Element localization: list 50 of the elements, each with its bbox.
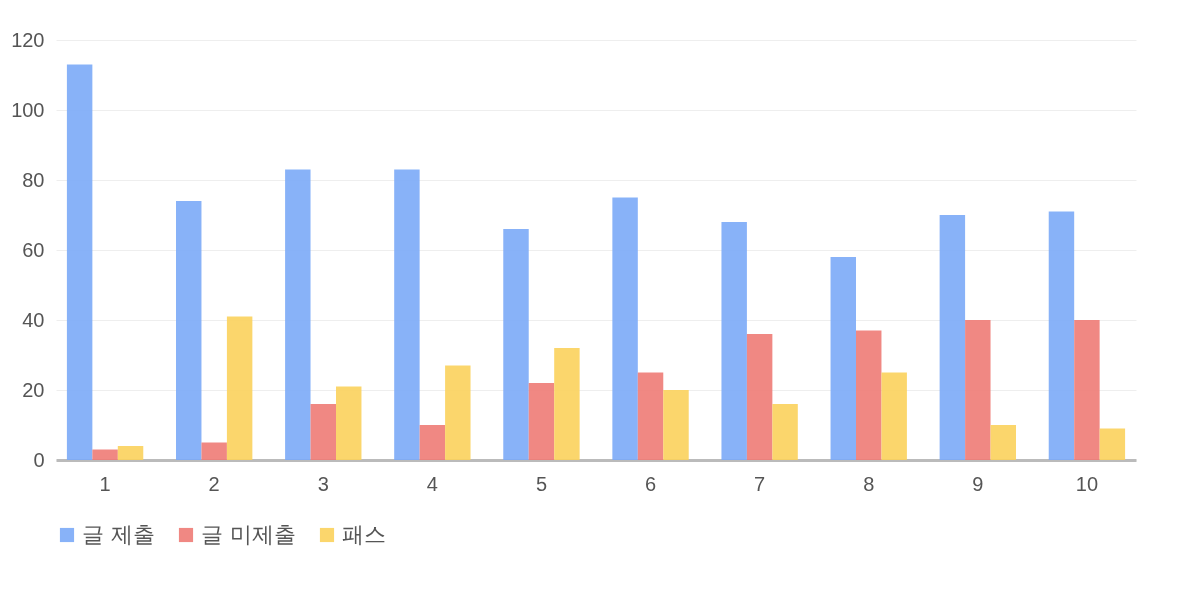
y-tick-label: 40 [22,308,45,331]
bar [285,169,311,460]
bar [528,383,555,460]
y-tick-label: 60 [22,238,45,261]
legend-label: 글 제출 [82,522,155,547]
y-tick-label: 80 [22,168,45,191]
x-tick-label: 3 [317,472,329,495]
bar [92,449,118,460]
y-tick-label: 120 [11,28,45,51]
y-tick-label: 20 [22,378,45,401]
bar [503,229,529,460]
y-tick-label: 100 [11,98,45,121]
bar [226,316,253,460]
bar [201,442,227,460]
bar [445,365,471,460]
bar [612,197,638,460]
legend-label: 패스 [342,522,386,547]
bar [1099,428,1126,460]
bar [1048,211,1075,460]
bar [939,215,966,460]
bar [663,390,689,460]
bar [336,386,362,460]
bar [117,446,144,460]
bar [990,425,1016,460]
bar [721,222,747,460]
bar [66,64,93,460]
bar [554,348,580,460]
bar [637,372,664,460]
legend-label: 글 미제출 [201,522,296,547]
x-tick-label: 6 [644,472,657,495]
bar [176,201,202,460]
x-tick-label: 7 [754,472,766,495]
bar [310,404,336,460]
bar [419,425,446,460]
y-tick-label: 0 [33,448,45,471]
bar [856,330,882,460]
x-tick-label: 9 [972,472,984,495]
bar [965,320,991,460]
x-tick-label: 5 [535,472,548,495]
bar [830,257,856,460]
bar [1074,320,1100,460]
x-tick-label: 4 [426,472,438,495]
bar [881,372,907,460]
x-tick-label: 1 [99,472,111,495]
x-tick-label: 10 [1075,472,1099,495]
bar [772,404,798,460]
bar [394,169,420,460]
bar [746,334,773,460]
x-tick-label: 2 [208,472,220,495]
x-tick-label: 8 [863,472,875,495]
